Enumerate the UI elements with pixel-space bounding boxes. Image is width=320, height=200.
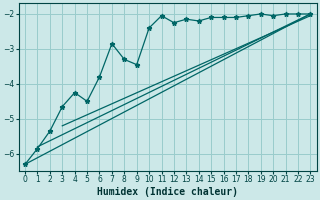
X-axis label: Humidex (Indice chaleur): Humidex (Indice chaleur) xyxy=(97,186,238,197)
